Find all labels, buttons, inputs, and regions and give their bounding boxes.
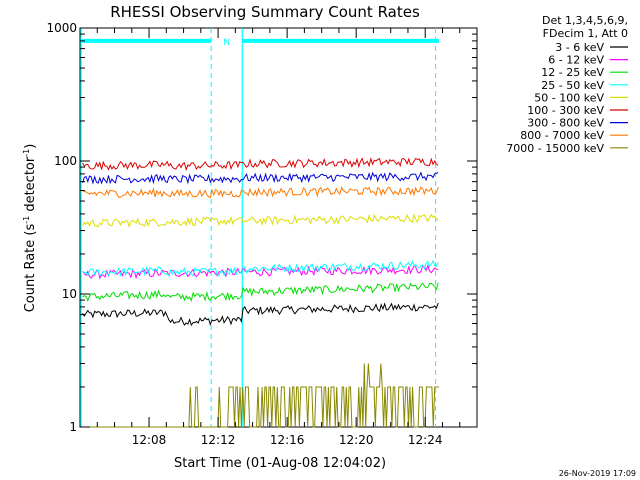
legend-entry-label: 100 - 300 keV — [527, 104, 604, 117]
x-tick-label: 12:24 — [408, 433, 443, 447]
series-line — [82, 259, 439, 278]
legend-entry-label: 3 - 6 keV — [555, 41, 604, 54]
legend-entry-label: 50 - 100 keV — [534, 91, 604, 104]
legend: Det 1,3,4,5,6,9, FDecim 1, Att 0 3 - 6 k… — [506, 14, 628, 155]
legend-header-line1: Det 1,3,4,5,6,9, — [542, 14, 628, 27]
legend-entry-label: 800 - 7000 keV — [520, 129, 604, 142]
annotation-layer: N — [80, 28, 439, 427]
series-line — [82, 282, 439, 302]
y-axis-label: Count Rate (s-1 detector-1) — [22, 144, 38, 313]
series-line — [82, 363, 439, 428]
plot-frame — [79, 27, 478, 428]
x-tick-label: 12:12 — [201, 433, 236, 447]
x-tick-label: 12:08 — [132, 433, 167, 447]
night-label: N — [223, 38, 230, 48]
x-tick-label: 12:20 — [339, 433, 374, 447]
series-line — [82, 171, 439, 185]
plot-border — [79, 27, 478, 428]
y-axis-label-main: Count Rate (s — [23, 224, 38, 313]
legend-entry-label: 6 - 12 keV — [548, 54, 604, 67]
y-tick-label: 100 — [54, 154, 77, 168]
y-axis-label-sup1: -1 — [22, 216, 31, 224]
series-line — [82, 302, 439, 327]
y-axis-label-end: ) — [23, 144, 38, 149]
legend-header-line2: FDecim 1, Att 0 — [543, 27, 628, 40]
y-tick-label: 1000 — [46, 21, 77, 35]
y-axis-label-mid: detector — [23, 156, 38, 216]
series-line — [82, 186, 439, 199]
series-line — [82, 157, 439, 172]
legend-entry-label: 25 - 50 keV — [541, 79, 604, 92]
y-tick-label: 1 — [69, 420, 77, 434]
footer-timestamp: 26-Nov-2019 17:09 — [559, 469, 636, 478]
axes: 1 10 100 1000 12:08 12:12 12:16 12:20 12:24 — [46, 21, 477, 447]
x-axis-label: Start Time (01-Aug-08 12:04:02) — [174, 456, 386, 471]
chart-title: RHESSI Observing Summary Count Rates — [110, 3, 420, 21]
legend-entry-label: 7000 - 15000 keV — [506, 142, 604, 155]
legend-entry-label: 300 - 800 keV — [527, 117, 604, 130]
series-layer — [82, 157, 439, 428]
x-tick-label: 12:16 — [270, 433, 305, 447]
series-line — [82, 213, 439, 229]
legend-entry-label: 12 - 25 keV — [541, 66, 604, 79]
y-tick-label: 10 — [62, 287, 77, 301]
y-axis-label-sup2: -1 — [22, 149, 31, 157]
